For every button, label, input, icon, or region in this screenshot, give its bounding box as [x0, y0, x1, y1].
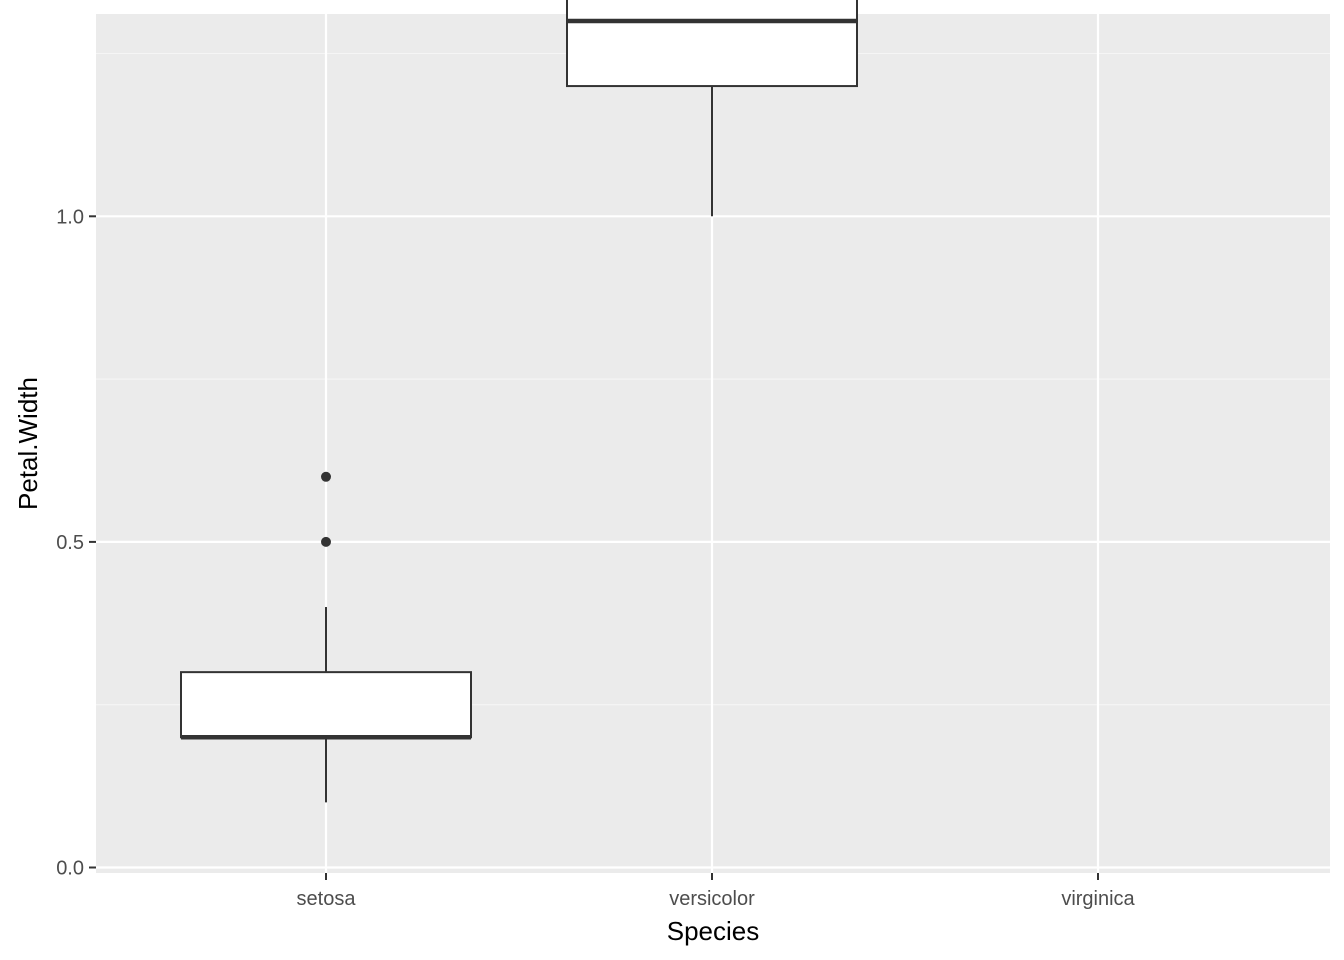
x-tick-label: virginica	[1061, 888, 1135, 910]
x-tick-label: versicolor	[669, 888, 755, 910]
x-axis-title: Species	[667, 916, 760, 946]
boxes	[180, 0, 858, 803]
axis-ticks	[89, 215, 1099, 880]
tick-labels: 0.00.51.01.52.02.5setosaversicolorvirgin…	[56, 206, 1135, 910]
outlier-point	[321, 471, 331, 482]
box-versicolor	[566, 0, 858, 217]
x-tick-label: setosa	[297, 888, 357, 910]
y-tick-label: 0.0	[56, 858, 84, 880]
y-tick-label: 0.5	[56, 532, 84, 554]
y-tick-label: 1.0	[56, 206, 84, 228]
box-setosa	[180, 471, 472, 803]
y-axis-title: Petal.Width	[13, 377, 43, 510]
box-body	[566, 0, 858, 88]
box-body	[180, 671, 472, 739]
outlier-point	[321, 536, 331, 547]
